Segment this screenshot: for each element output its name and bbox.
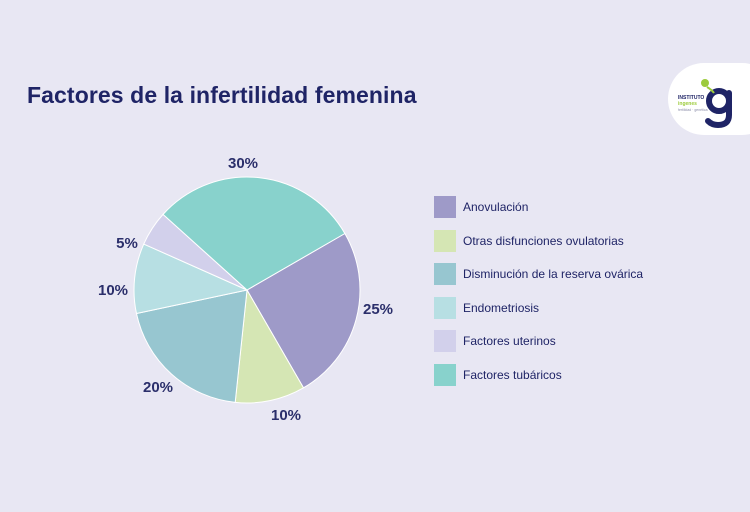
logo-line-3: fertilidad · genética xyxy=(678,108,708,112)
slice-value-label-1: 25% xyxy=(363,301,393,318)
legend-item: Factores uterinos xyxy=(434,330,643,353)
pie-slice-4 xyxy=(133,243,249,315)
slice-value-label-3: 20% xyxy=(143,379,173,396)
pie-slice-3 xyxy=(135,289,248,403)
pie-slice-2 xyxy=(234,288,305,404)
legend-item: Factores tubáricos xyxy=(434,363,643,386)
institute-logo: INSTITUTO ingenes fertilidad · genética xyxy=(668,63,750,135)
slice-value-label-4: 10% xyxy=(98,282,128,299)
logo-mark-icon xyxy=(701,79,732,129)
slice-value-label-5: 5% xyxy=(116,235,138,252)
logo-line-2: ingenes xyxy=(678,101,697,107)
slice-value-label-2: 10% xyxy=(271,407,301,424)
legend-swatch xyxy=(434,296,456,319)
legend-swatch xyxy=(434,229,456,252)
pie-slice-6 xyxy=(162,176,346,291)
legend-label: Factores uterinos xyxy=(463,334,556,349)
legend-swatch xyxy=(434,330,456,353)
legend-item: Disminución de la reserva ovárica xyxy=(434,263,644,286)
chart-legend: Anovulación Otras disfunciones ovulatoria… xyxy=(434,196,643,398)
legend-swatch xyxy=(434,363,456,386)
pie-slice-1 xyxy=(246,232,361,389)
legend-item: Anovulación xyxy=(434,196,643,218)
legend-item: Endometriosis xyxy=(434,296,643,319)
legend-label: Anovulación xyxy=(463,200,529,214)
logo-text: INSTITUTO ingenes fertilidad · genética xyxy=(678,95,708,113)
legend-item: Otras disfunciones ovulatorias xyxy=(434,229,643,252)
legend-label: Endometriosis xyxy=(463,300,540,315)
legend-swatch xyxy=(434,263,456,286)
legend-label: Otras disfunciones ovulatorias xyxy=(463,233,624,248)
legend-label: Factores tubáricos xyxy=(463,367,562,382)
legend-swatch xyxy=(434,196,456,218)
chart-title: Factores de la infertilidad femenina xyxy=(27,82,417,108)
slice-value-label-6: 30% xyxy=(228,155,258,172)
legend-label: Disminución de la reserva ovárica xyxy=(463,267,644,282)
logo-line-1: INSTITUTO xyxy=(678,95,705,101)
